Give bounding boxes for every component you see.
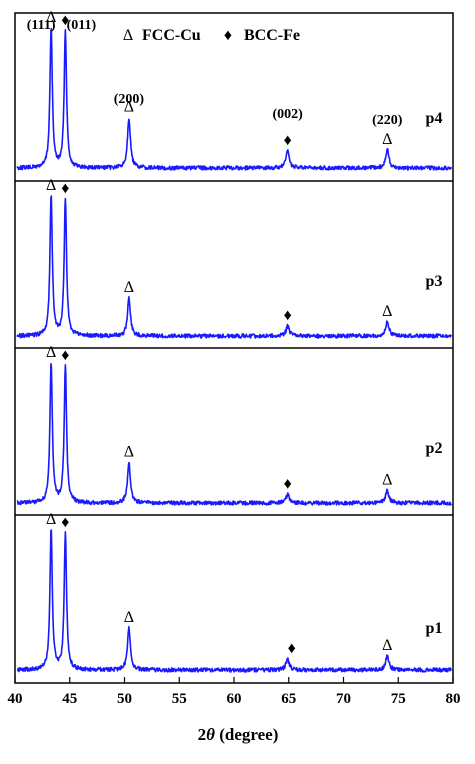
peak-marker-fcc-cu-p2: Δ bbox=[382, 471, 392, 488]
peak-marker-bcc-fe-p4: ♦ bbox=[61, 12, 69, 29]
spectrum-line-p4 bbox=[16, 27, 453, 171]
peak-marker-bcc-fe-p2: ♦ bbox=[284, 476, 292, 493]
x-tick-label-40: 40 bbox=[8, 691, 23, 707]
peak-marker-bcc-fe-p1: ♦ bbox=[288, 640, 296, 657]
legend-bcc-symbol: ♦ bbox=[224, 27, 232, 44]
miller-index-0: (111) bbox=[27, 18, 56, 33]
x-axis-title-symbol: θ bbox=[206, 725, 215, 744]
panel-label-p1: p1 bbox=[426, 620, 443, 637]
miller-index-3: (002) bbox=[272, 107, 303, 122]
x-tick-label-70: 70 bbox=[336, 691, 351, 707]
x-tick-label-60: 60 bbox=[227, 691, 242, 707]
x-axis-title-prefix: 2 bbox=[198, 725, 207, 744]
peak-marker-fcc-cu-p3: Δ bbox=[124, 279, 134, 296]
x-axis-title-suffix: (degree) bbox=[215, 725, 278, 744]
x-tick-label-50: 50 bbox=[117, 691, 132, 707]
miller-index-2: (200) bbox=[114, 92, 145, 107]
x-tick-label-65: 65 bbox=[281, 691, 296, 707]
x-tick-label-75: 75 bbox=[391, 691, 406, 707]
peak-marker-fcc-cu-p4: Δ bbox=[382, 131, 392, 148]
panel-p2: Δ ♦ Δ ♦ Δp2 bbox=[16, 344, 453, 506]
x-tick-label-80: 80 bbox=[446, 691, 461, 707]
peak-marker-bcc-fe-p4: ♦ bbox=[284, 132, 292, 149]
peak-marker-fcc-cu-p3: Δ bbox=[46, 177, 56, 194]
legend-fcc-symbol: Δ bbox=[123, 27, 133, 44]
miller-index-4: (220) bbox=[372, 113, 403, 128]
spectrum-line-p3 bbox=[16, 195, 452, 339]
peak-marker-bcc-fe-p3: ♦ bbox=[61, 180, 69, 197]
peak-marker-fcc-cu-p2: Δ bbox=[124, 443, 134, 460]
peak-marker-fcc-cu-p4: Δ bbox=[124, 99, 134, 116]
x-tick-label-45: 45 bbox=[62, 691, 77, 707]
legend: Δ FCC-Cu ♦ BCC-Fe bbox=[123, 27, 300, 44]
spectrum-line-p1 bbox=[16, 529, 452, 673]
peak-marker-fcc-cu-p1: Δ bbox=[382, 637, 392, 654]
legend-bcc-label: BCC-Fe bbox=[244, 27, 300, 44]
panel-label-p2: p2 bbox=[426, 440, 443, 457]
peak-marker-fcc-cu-p3: Δ bbox=[382, 303, 392, 320]
peak-marker-fcc-cu-p4: Δ bbox=[46, 9, 56, 26]
panel-label-p3: p3 bbox=[426, 273, 443, 290]
panel-label-p4: p4 bbox=[426, 110, 443, 127]
peak-marker-bcc-fe-p3: ♦ bbox=[284, 307, 292, 324]
peak-marker-bcc-fe-p2: ♦ bbox=[61, 347, 69, 364]
panel-p4: Δ ♦ Δ ♦ Δp4 bbox=[16, 9, 453, 171]
spectrum-line-p2 bbox=[16, 362, 453, 506]
peak-marker-fcc-cu-p2: Δ bbox=[46, 344, 56, 361]
miller-index-1: (011) bbox=[67, 18, 97, 33]
peak-marker-fcc-cu-p1: Δ bbox=[46, 511, 56, 528]
panel-p1: Δ ♦ Δ ♦ Δp1 bbox=[16, 511, 452, 673]
x-axis: 40 45 50 55 60 65 70 75 80 bbox=[8, 677, 461, 707]
x-tick-label-55: 55 bbox=[172, 691, 187, 707]
legend-fcc-label: FCC-Cu bbox=[142, 27, 201, 44]
x-axis-title: 2θ (degree) bbox=[198, 725, 279, 744]
peak-marker-fcc-cu-p1: Δ bbox=[124, 609, 134, 626]
panel-p3: Δ ♦ Δ ♦ Δp3 bbox=[16, 177, 452, 339]
peak-marker-bcc-fe-p1: ♦ bbox=[61, 514, 69, 531]
